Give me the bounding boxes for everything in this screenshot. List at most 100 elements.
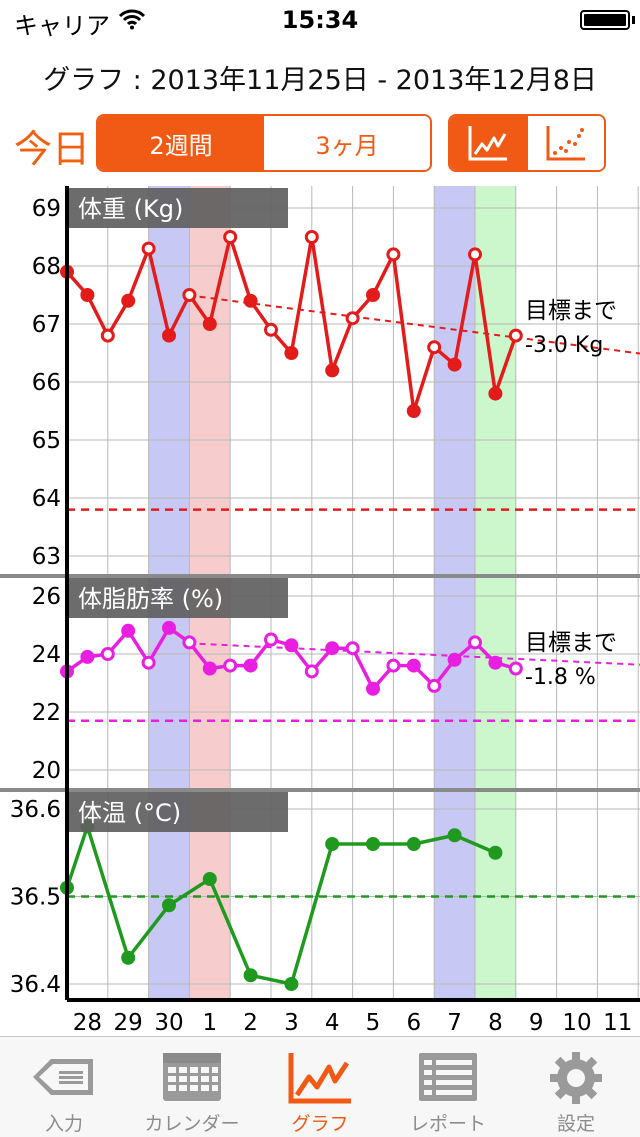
fat-y-tick-label: 24 [32,642,61,668]
fat-title-bg [68,578,288,618]
battery-icon [580,10,630,30]
weight-data-point [121,293,136,308]
period-segmented-control: 2週間 3ヶ月 [96,114,432,172]
temp-data-point [325,837,340,851]
tab-input[interactable]: 入力 [0,1037,128,1137]
tab-bar: 入力 カレンダー グラフ レ [0,1036,640,1137]
temp-data-point [366,837,380,851]
fat-data-point [141,655,156,670]
weight-y-tick-label: 68 [32,254,61,280]
fat-data-point [243,658,258,673]
weight-goal-heading: 目標まで [525,298,617,324]
temp-data-point [406,837,421,851]
weight-data-point [488,386,503,401]
weight-y-tick-label: 69 [32,196,61,222]
fat-data-point [202,661,217,676]
tab-3-months[interactable]: 3ヶ月 [264,116,430,170]
weight-data-point [366,288,380,302]
tab-graph[interactable]: グラフ [256,1037,384,1137]
x-tick-label: 29 [114,1010,143,1036]
weight-data-point [427,340,442,355]
temp-data-point [447,828,462,843]
line-chart-button[interactable] [450,116,526,170]
weight-data-point [141,241,156,256]
temp-chart-title: 体温 (°C) [78,799,181,827]
fat-data-point [345,641,360,656]
fat-data-point [488,655,503,670]
weight-chart-title: 体重 (Kg) [78,195,183,223]
tab-calendar[interactable]: カレンダー [128,1037,256,1137]
x-tick-label: 1 [202,1010,217,1036]
fat-data-point [468,635,482,650]
tab-2-weeks[interactable]: 2週間 [98,116,264,170]
input-icon [33,1059,93,1095]
x-tick-label: 7 [447,1010,462,1036]
weight-data-point [162,328,176,343]
chart-type-segmented-control [448,114,606,172]
settings-icon [550,1052,602,1104]
weight-y-tick-label: 66 [32,370,61,396]
fat-data-point [80,649,95,664]
weight-data-point [468,247,482,262]
weight-data-point [80,288,95,302]
weight-data-point [202,317,217,331]
x-tick-label: 3 [284,1010,299,1036]
weight-data-point [406,404,421,418]
tab-settings-label: 設定 [556,1113,595,1135]
status-bar: キャリア 15:34 [0,0,640,40]
temp-data-point [202,872,217,886]
fat-data-point [121,623,136,638]
fat-data-point [508,661,523,676]
weight-y-tick-label: 64 [32,486,61,512]
x-tick-label: 28 [73,1010,102,1036]
scatter-chart-button[interactable] [526,116,604,170]
fat-data-point [366,681,380,696]
graph-icon [288,1053,351,1104]
weight-data-point [100,328,115,343]
weight-data-point [243,293,258,308]
tab-input-label: 入力 [44,1113,83,1135]
today-button[interactable]: 今日 [14,127,91,171]
tab-report-label: レポート [409,1113,486,1135]
chart-area[interactable]: 63 64 65 66 67 68 69 体重 (Kg) 目標まで -3.0 Kg 20 22 24 26… [0,186,640,1036]
weight-goal-value: -3.0 Kg [525,333,603,358]
weight-data-point [508,328,523,343]
weight-title-bg [68,188,288,228]
x-tick-label: 30 [154,1010,183,1036]
tab-calendar-label: カレンダー [144,1113,240,1135]
weight-data-point [325,363,340,378]
status-time: 15:34 [281,6,359,34]
fat-data-point [304,664,319,679]
weight-trend-line [199,295,640,355]
weight-y-tick-label: 63 [32,544,61,570]
date-range-title: グラフ : 2013年11月25日 - 2013年12月8日 [43,65,597,96]
temp-data-point [243,968,258,983]
weight-y-tick-label: 65 [32,428,61,454]
weight-data-point [182,288,197,302]
weight-data-point [304,230,319,244]
fat-goal-value: -1.8 % [525,665,596,690]
weight-data-point [386,247,401,262]
day-highlight-band [475,186,516,1000]
x-tick-label: 2 [243,1010,258,1036]
fat-data-point [162,620,176,635]
line-chart-icon [468,126,507,161]
fat-data-point [284,638,299,653]
fat-data-point [406,658,421,673]
x-tick-label: 11 [603,1010,632,1036]
tab-settings[interactable]: 設定 [512,1037,640,1137]
day-highlight-band [434,186,475,1000]
tab-report[interactable]: レポート [384,1037,512,1137]
fat-data-point [264,632,278,647]
fat-goal-heading: 目標まで [525,630,617,656]
weight-y-tick-label: 67 [32,312,61,338]
fat-data-point [427,678,442,693]
temp-y-tick-label: 36.5 [10,885,61,911]
battery-tip [632,16,635,24]
x-tick-label: 8 [488,1010,503,1036]
calendar-icon [163,1053,221,1101]
weight-data-point [284,346,299,360]
x-tick-label: 10 [562,1010,591,1036]
temp-data-point [488,845,503,860]
